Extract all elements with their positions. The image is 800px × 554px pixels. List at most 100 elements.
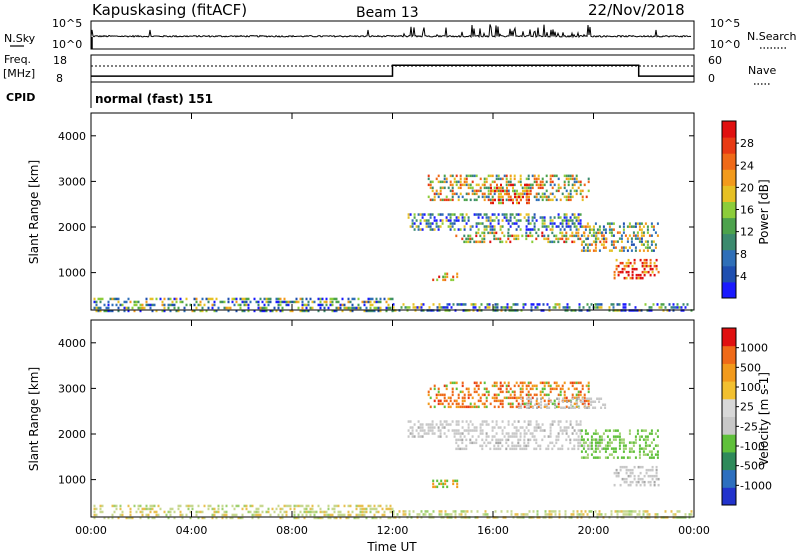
data-cell — [523, 447, 526, 451]
data-cell — [494, 510, 497, 513]
data-cell — [433, 432, 436, 435]
data-cell — [519, 219, 522, 222]
data-cell — [606, 441, 609, 444]
data-cell — [638, 222, 641, 225]
data-cell — [557, 405, 560, 409]
data-cell — [442, 306, 445, 309]
data-cell — [579, 189, 582, 193]
data-cell — [549, 387, 552, 391]
data-cell — [547, 381, 550, 385]
data-cell — [450, 306, 453, 309]
data-cell — [113, 504, 116, 508]
data-cell — [642, 438, 645, 441]
data-cell — [479, 432, 482, 435]
data-cell — [533, 180, 536, 184]
data-cell — [489, 198, 492, 202]
data-cell — [654, 444, 657, 447]
data-cell — [463, 219, 466, 222]
data-cell — [537, 192, 540, 196]
colorbar-tick-label: 16 — [740, 204, 754, 217]
data-cell — [521, 186, 524, 190]
data-cell — [501, 405, 504, 409]
data-cell — [631, 267, 634, 271]
data-cell — [627, 273, 630, 277]
data-cell — [501, 240, 504, 244]
data-cell — [439, 429, 442, 432]
data-cell — [646, 246, 649, 249]
data-cell — [543, 222, 546, 225]
data-cell — [501, 429, 504, 432]
data-cell — [331, 300, 334, 304]
data-cell — [257, 303, 260, 307]
data-cell — [539, 186, 542, 190]
data-cell — [526, 192, 528, 196]
data-cell — [594, 306, 597, 309]
data-cell — [511, 402, 514, 406]
data-cell — [473, 390, 476, 394]
data-cell — [139, 303, 142, 307]
data-cell — [619, 465, 622, 469]
data-cell — [565, 396, 568, 400]
data-cell — [369, 504, 372, 508]
data-cell — [594, 456, 597, 459]
colorbar-segment — [722, 363, 736, 382]
data-cell — [572, 397, 575, 400]
data-cell — [652, 303, 655, 306]
data-cell — [259, 504, 262, 508]
data-cell — [654, 513, 657, 516]
data-cell — [455, 192, 458, 196]
data-cell — [247, 303, 250, 307]
data-cell — [584, 456, 587, 459]
data-cell — [521, 387, 524, 391]
data-cell — [419, 222, 422, 225]
data-cell — [638, 249, 641, 252]
data-cell — [431, 432, 434, 435]
data-cell — [650, 429, 653, 432]
data-cell — [684, 513, 687, 516]
data-cell — [577, 390, 580, 394]
data-cell — [598, 450, 601, 453]
data-cell — [512, 183, 514, 187]
data-cell — [577, 219, 580, 222]
data-cell — [479, 423, 482, 426]
data-cell — [483, 441, 486, 445]
data-cell — [491, 435, 494, 438]
data-cell — [151, 507, 154, 511]
data-cell — [513, 222, 516, 225]
data-cell — [263, 297, 266, 301]
data-cell — [637, 474, 640, 478]
data-cell — [490, 189, 492, 193]
data-cell — [650, 453, 653, 456]
data-cell — [450, 513, 453, 516]
data-cell — [499, 441, 502, 445]
data-cell — [495, 441, 498, 445]
data-cell — [586, 406, 589, 409]
data-cell — [565, 429, 568, 432]
data-cell — [529, 438, 532, 442]
data-cell — [616, 456, 619, 459]
data-cell — [634, 438, 637, 441]
data-cell — [543, 387, 546, 391]
data-cell — [579, 444, 582, 448]
data-cell — [590, 435, 593, 438]
data-cell — [647, 264, 650, 268]
data-cell — [493, 213, 496, 216]
data-cell — [524, 183, 526, 187]
data-cell — [277, 513, 280, 517]
data-cell — [415, 219, 418, 222]
data-cell — [577, 186, 580, 190]
data-cell — [672, 303, 675, 306]
data-cell — [541, 429, 544, 432]
data-cell — [451, 402, 454, 406]
data-cell — [539, 444, 542, 448]
data-cell — [461, 426, 464, 429]
data-cell — [601, 447, 604, 451]
data-cell — [577, 381, 580, 385]
data-cell — [602, 237, 605, 240]
data-cell — [547, 435, 550, 438]
data-cell — [495, 423, 498, 426]
data-cell — [503, 426, 506, 429]
data-cell — [554, 303, 557, 306]
data-cell — [498, 186, 500, 190]
